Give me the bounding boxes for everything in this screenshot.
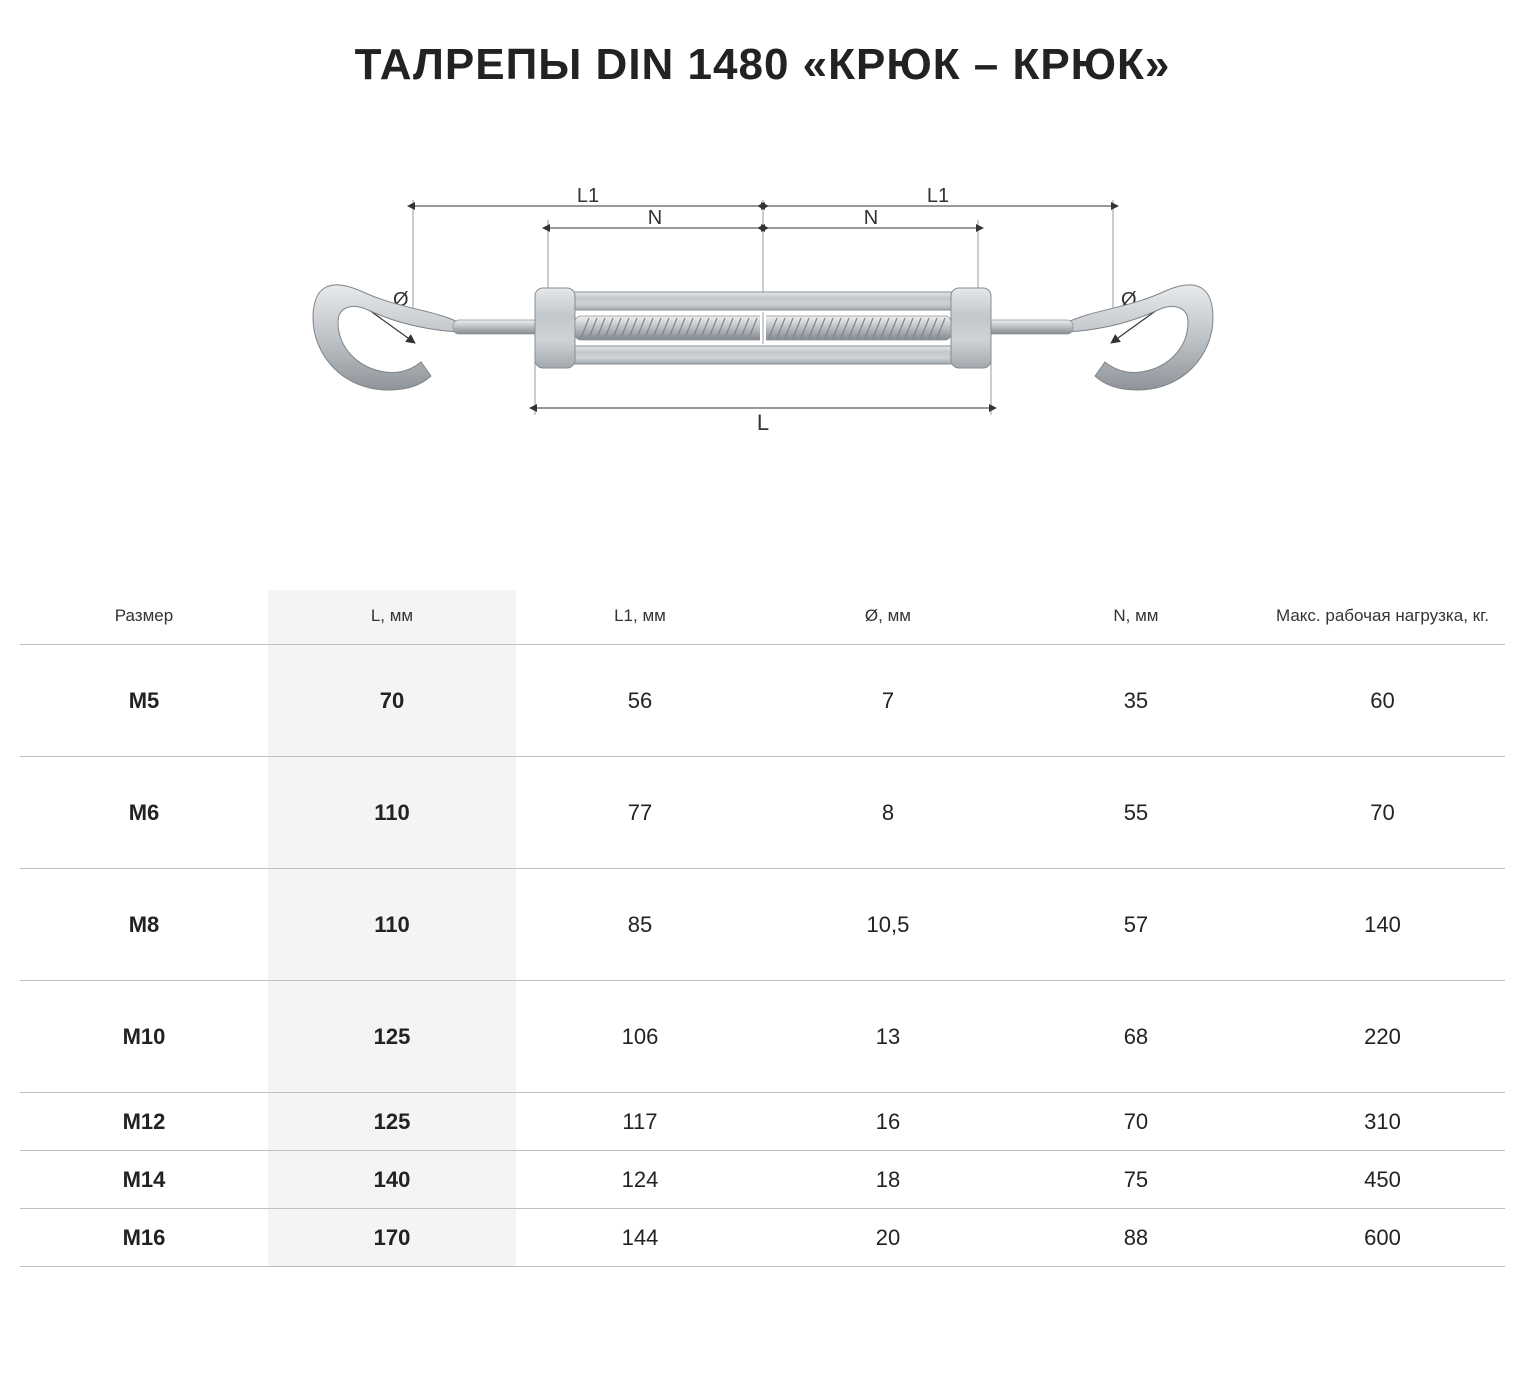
table-cell: M16	[20, 1209, 268, 1267]
table-cell: 20	[764, 1209, 1012, 1267]
table-cell: 600	[1260, 1209, 1505, 1267]
table-cell: 110	[268, 757, 516, 869]
table-cell: 144	[516, 1209, 764, 1267]
table-cell: 110	[268, 869, 516, 981]
table-cell: 8	[764, 757, 1012, 869]
table-row: M61107785570	[20, 757, 1505, 869]
spec-table: Размер L, мм L1, мм Ø, мм N, мм Макс. ра…	[20, 590, 1505, 1267]
table-header-row: Размер L, мм L1, мм Ø, мм N, мм Макс. ра…	[20, 590, 1505, 645]
table-row: M81108510,557140	[20, 869, 1505, 981]
table-cell: 57	[1012, 869, 1260, 981]
table-cell: 125	[268, 1093, 516, 1151]
table-cell: 70	[1260, 757, 1505, 869]
dim-N-right: N	[863, 207, 877, 229]
table-row: M101251061368220	[20, 981, 1505, 1093]
hook-left	[313, 285, 458, 390]
table-cell: 77	[516, 757, 764, 869]
table-row: M141401241875450	[20, 1151, 1505, 1209]
table-cell: 140	[268, 1151, 516, 1209]
table-cell: 170	[268, 1209, 516, 1267]
hook-right	[1068, 285, 1213, 390]
dim-L: L	[756, 410, 768, 435]
table-cell: 13	[764, 981, 1012, 1093]
table-row: M121251171670310	[20, 1093, 1505, 1151]
table-cell: 140	[1260, 869, 1505, 981]
table-cell: 7	[764, 645, 1012, 757]
dim-N-left: N	[647, 207, 661, 229]
table-cell: 56	[516, 645, 764, 757]
table-row: M161701442088600	[20, 1209, 1505, 1267]
table-cell: 55	[1012, 757, 1260, 869]
dim-L1-left: L1	[576, 185, 598, 207]
table-cell: 70	[268, 645, 516, 757]
table-body: M5705673560M61107785570M81108510,557140M…	[20, 645, 1505, 1267]
table-cell: M5	[20, 645, 268, 757]
table-cell: 117	[516, 1093, 764, 1151]
table-cell: 18	[764, 1151, 1012, 1209]
dim-L1-right: L1	[926, 185, 948, 207]
table-cell: 310	[1260, 1093, 1505, 1151]
col-N: N, мм	[1012, 590, 1260, 645]
table-row: M5705673560	[20, 645, 1505, 757]
table-cell: M10	[20, 981, 268, 1093]
table-cell: 35	[1012, 645, 1260, 757]
col-L1: L1, мм	[516, 590, 764, 645]
table-cell: 125	[268, 981, 516, 1093]
page-title: ТАЛРЕПЫ DIN 1480 «КРЮК – КРЮК»	[20, 40, 1505, 90]
table-cell: 70	[1012, 1093, 1260, 1151]
diagram-container: L1 L1 N N L Ø Ø	[20, 180, 1505, 440]
table-cell: 124	[516, 1151, 764, 1209]
col-load: Макс. рабочая нагрузка, кг.	[1260, 590, 1505, 645]
table-cell: M8	[20, 869, 268, 981]
table-cell: 106	[516, 981, 764, 1093]
col-size: Размер	[20, 590, 268, 645]
table-cell: 450	[1260, 1151, 1505, 1209]
table-cell: 85	[516, 869, 764, 981]
table-cell: 220	[1260, 981, 1505, 1093]
table-cell: 75	[1012, 1151, 1260, 1209]
table-cell: M6	[20, 757, 268, 869]
table-cell: M14	[20, 1151, 268, 1209]
table-cell: M12	[20, 1093, 268, 1151]
table-cell: 10,5	[764, 869, 1012, 981]
turnbuckle-diagram: L1 L1 N N L Ø Ø	[303, 180, 1223, 440]
table-cell: 68	[1012, 981, 1260, 1093]
table-cell: 16	[764, 1093, 1012, 1151]
table-cell: 88	[1012, 1209, 1260, 1267]
table-cell: 60	[1260, 645, 1505, 757]
col-diam: Ø, мм	[764, 590, 1012, 645]
col-L: L, мм	[268, 590, 516, 645]
